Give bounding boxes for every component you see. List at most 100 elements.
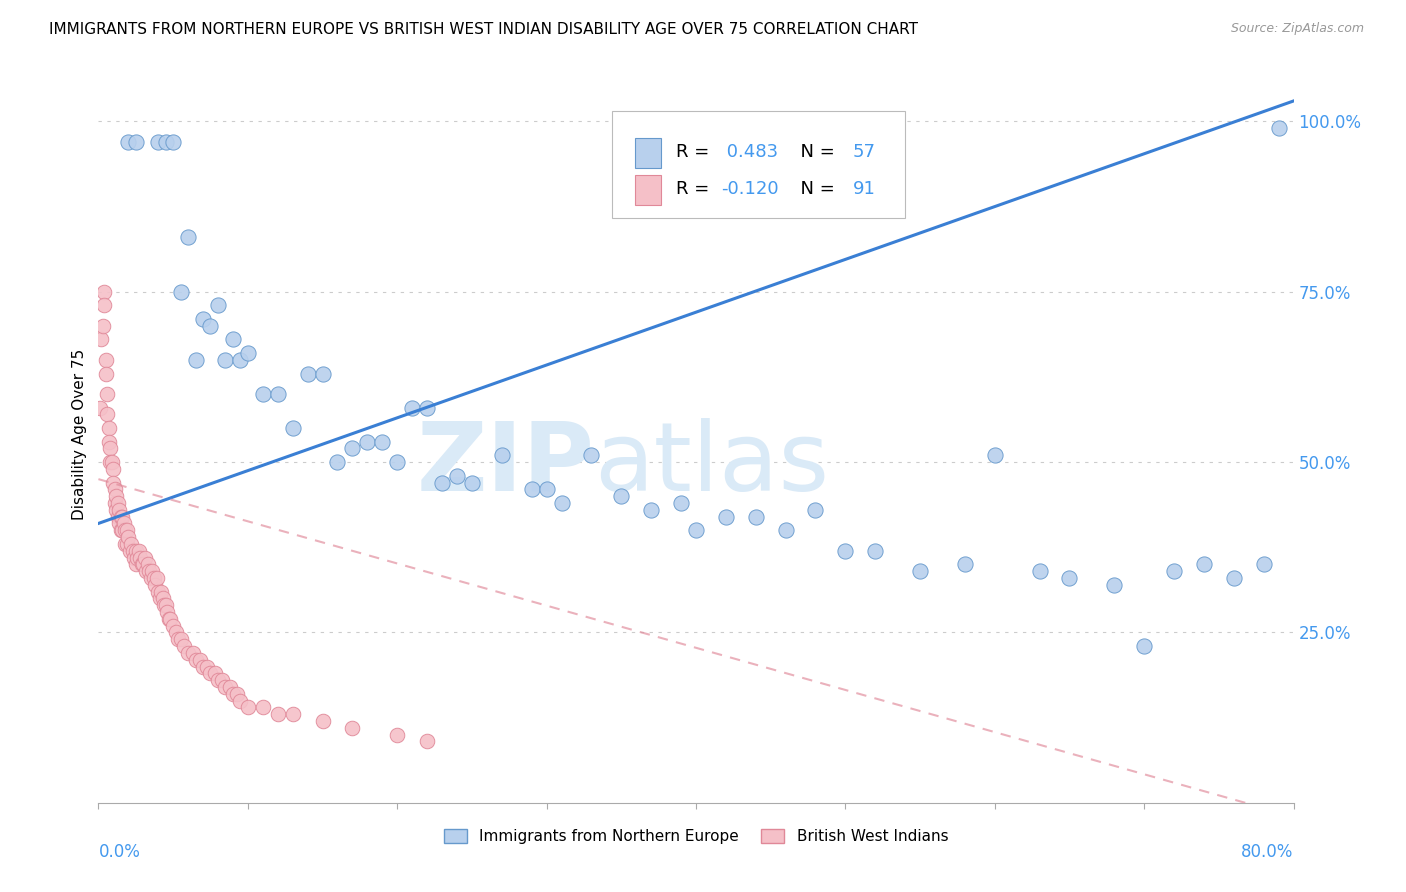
Point bbox=[188, 653, 211, 667]
Point bbox=[128, 543, 150, 558]
Point bbox=[111, 509, 134, 524]
Text: 91: 91 bbox=[852, 180, 876, 198]
Point bbox=[226, 687, 249, 701]
Point bbox=[177, 646, 200, 660]
Point bbox=[204, 666, 226, 681]
Point bbox=[104, 483, 127, 497]
Point bbox=[96, 387, 118, 401]
Point bbox=[184, 653, 207, 667]
Point bbox=[491, 448, 513, 462]
Point bbox=[222, 687, 245, 701]
Point bbox=[1163, 564, 1185, 578]
Point bbox=[207, 298, 229, 312]
Text: ZIP: ZIP bbox=[416, 417, 595, 511]
Point bbox=[222, 333, 245, 347]
Point bbox=[197, 659, 219, 673]
Point bbox=[685, 523, 707, 537]
Point bbox=[184, 352, 207, 367]
Point bbox=[342, 721, 364, 735]
Point bbox=[117, 135, 139, 149]
Text: -0.120: -0.120 bbox=[721, 180, 779, 198]
Point bbox=[107, 496, 129, 510]
Point bbox=[281, 707, 304, 722]
Point bbox=[98, 455, 122, 469]
Text: R =: R = bbox=[676, 144, 714, 161]
Point bbox=[98, 442, 122, 456]
Point bbox=[115, 523, 138, 537]
Point bbox=[150, 584, 173, 599]
Point bbox=[90, 333, 112, 347]
Point bbox=[117, 530, 139, 544]
Point bbox=[105, 503, 128, 517]
Point bbox=[1267, 121, 1289, 136]
Point bbox=[93, 298, 115, 312]
Point bbox=[1059, 571, 1081, 585]
Point bbox=[94, 367, 117, 381]
Point bbox=[236, 346, 259, 360]
Point bbox=[191, 312, 214, 326]
Point bbox=[191, 659, 214, 673]
Point bbox=[89, 401, 111, 415]
Point bbox=[214, 680, 236, 694]
Point bbox=[281, 421, 304, 435]
Point bbox=[156, 605, 179, 619]
Point bbox=[127, 550, 149, 565]
Point bbox=[200, 318, 222, 333]
Point bbox=[112, 516, 135, 531]
Point bbox=[908, 564, 931, 578]
Point bbox=[200, 666, 222, 681]
Point bbox=[297, 367, 319, 381]
Text: 80.0%: 80.0% bbox=[1241, 843, 1294, 862]
Point bbox=[148, 584, 170, 599]
Point bbox=[416, 734, 439, 748]
Point bbox=[775, 523, 797, 537]
Point bbox=[219, 680, 242, 694]
Point bbox=[1104, 578, 1126, 592]
Point bbox=[177, 230, 200, 244]
Point bbox=[834, 543, 856, 558]
Point bbox=[97, 421, 120, 435]
Point bbox=[121, 543, 143, 558]
Point bbox=[326, 455, 349, 469]
Point bbox=[1028, 564, 1050, 578]
Point bbox=[148, 135, 170, 149]
Point bbox=[181, 646, 204, 660]
Point bbox=[139, 571, 162, 585]
Text: Source: ZipAtlas.com: Source: ZipAtlas.com bbox=[1230, 22, 1364, 36]
Point bbox=[138, 564, 160, 578]
Point bbox=[107, 509, 129, 524]
Point bbox=[134, 550, 156, 565]
Point bbox=[371, 434, 394, 449]
Point bbox=[132, 558, 155, 572]
Point bbox=[125, 558, 148, 572]
Legend: Immigrants from Northern Europe, British West Indians: Immigrants from Northern Europe, British… bbox=[437, 823, 955, 850]
Point bbox=[252, 387, 274, 401]
Y-axis label: Disability Age Over 75: Disability Age Over 75 bbox=[72, 350, 87, 520]
Text: R =: R = bbox=[676, 180, 714, 198]
Point bbox=[162, 618, 184, 632]
Point bbox=[118, 543, 141, 558]
Point bbox=[111, 523, 134, 537]
Point bbox=[236, 700, 259, 714]
Point bbox=[267, 387, 290, 401]
Point bbox=[173, 639, 195, 653]
Point bbox=[108, 516, 131, 531]
Text: 0.483: 0.483 bbox=[721, 144, 778, 161]
Point bbox=[1192, 558, 1215, 572]
Point bbox=[1133, 639, 1156, 653]
Point bbox=[342, 442, 364, 456]
Point bbox=[430, 475, 453, 490]
Point bbox=[536, 483, 558, 497]
Point bbox=[131, 558, 153, 572]
Point bbox=[229, 352, 252, 367]
Text: N =: N = bbox=[789, 180, 841, 198]
Point bbox=[252, 700, 274, 714]
Point bbox=[105, 489, 128, 503]
Point bbox=[125, 135, 148, 149]
Point bbox=[114, 537, 136, 551]
FancyBboxPatch shape bbox=[613, 111, 905, 218]
Point bbox=[214, 352, 236, 367]
FancyBboxPatch shape bbox=[636, 138, 661, 169]
Point bbox=[114, 523, 136, 537]
Point bbox=[211, 673, 233, 688]
